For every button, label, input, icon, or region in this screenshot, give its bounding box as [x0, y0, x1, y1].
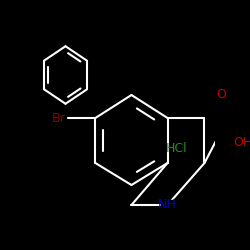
Bar — [236, 138, 250, 148]
Bar — [50, 112, 66, 124]
Text: NH: NH — [158, 198, 177, 211]
Text: Br: Br — [52, 112, 65, 124]
Bar — [217, 90, 226, 100]
Text: OH: OH — [234, 136, 250, 149]
Bar — [160, 200, 174, 210]
Text: O: O — [217, 88, 226, 102]
Text: HCl: HCl — [165, 142, 187, 154]
